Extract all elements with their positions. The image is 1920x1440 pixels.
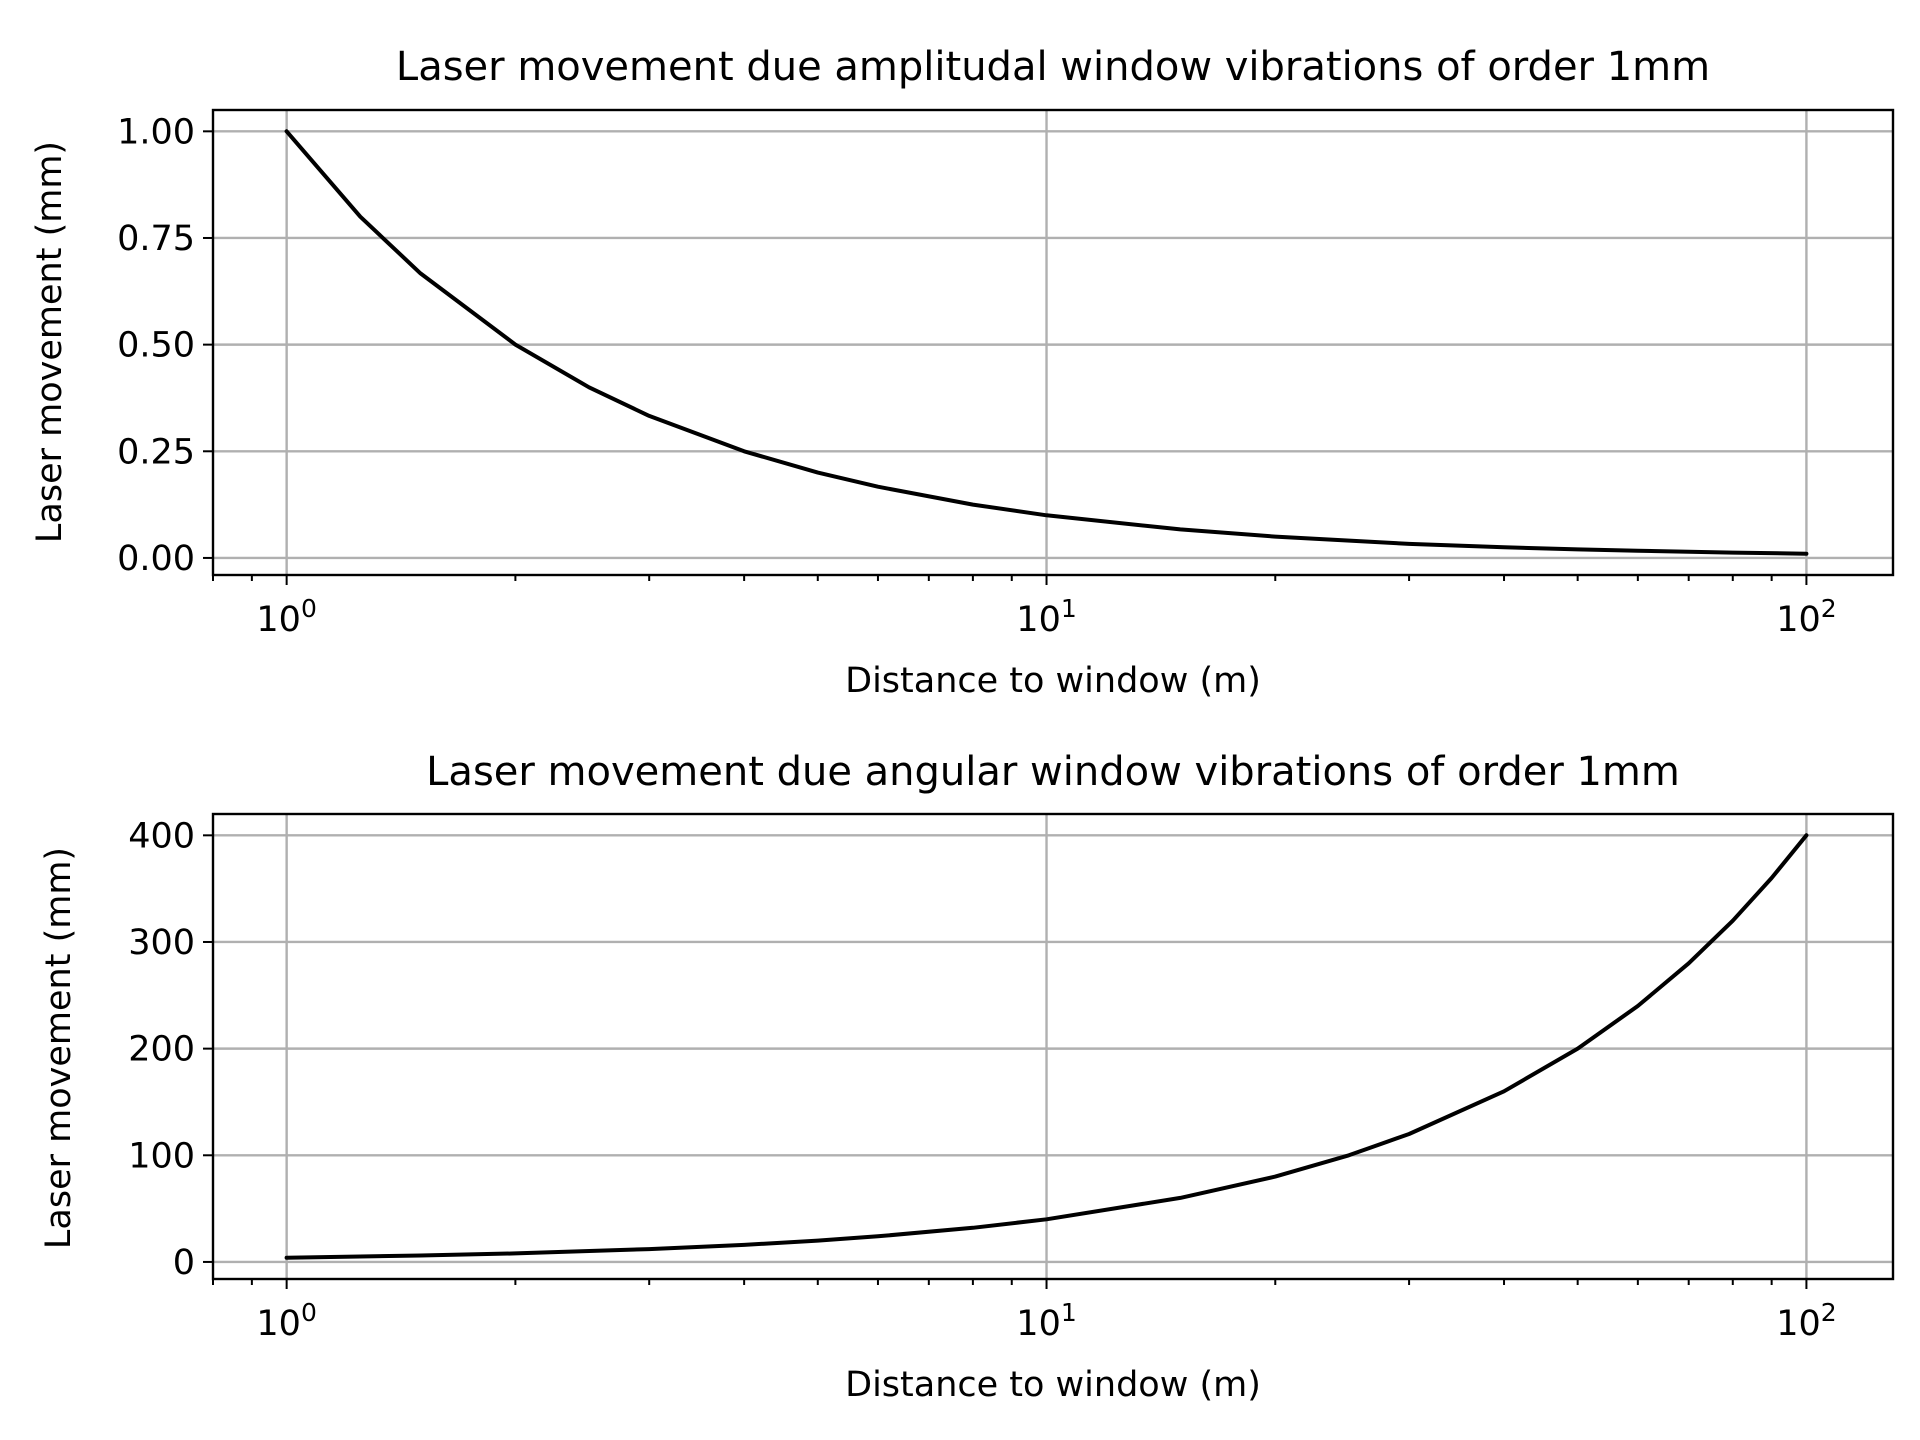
- chart-title: Laser movement due angular window vibrat…: [426, 749, 1680, 795]
- chart-amplitudal: Laser movement due amplitudal window vib…: [30, 44, 1895, 701]
- ticks: 100 101 102 0.00 0.25 0.50 0.75 1.00: [117, 112, 1837, 640]
- y-axis-label: Laser movement (mm): [39, 847, 79, 1249]
- plot-frame: [211, 108, 1895, 577]
- grid: [213, 110, 1893, 575]
- series: [284, 833, 1809, 1260]
- y-tick-label: 0.75: [117, 219, 195, 259]
- x-tick-label: 102: [1776, 1298, 1836, 1344]
- y-tick-label: 0.25: [117, 432, 195, 472]
- x-axis-label: Distance to window (m): [845, 1365, 1261, 1405]
- x-tick-label: 101: [1016, 1298, 1076, 1344]
- series-line: [284, 833, 1809, 1260]
- y-tick-label: 100: [128, 1136, 195, 1176]
- x-tick-label: 100: [256, 1298, 316, 1344]
- y-tick-label: 400: [128, 816, 195, 856]
- series: [284, 129, 1809, 556]
- y-tick-label: 300: [128, 923, 195, 963]
- chart-title: Laser movement due amplitudal window vib…: [396, 44, 1710, 90]
- grid: [213, 814, 1893, 1279]
- x-axis-label: Distance to window (m): [845, 661, 1261, 701]
- y-tick-label: 0.00: [117, 539, 195, 579]
- y-tick-label: 1.00: [117, 112, 195, 152]
- x-tick-label: 102: [1776, 594, 1836, 640]
- y-tick-label: 0: [173, 1243, 195, 1283]
- y-axis-label: Laser movement (mm): [30, 141, 70, 543]
- y-tick-label: 200: [128, 1030, 195, 1070]
- plot-frame: [211, 812, 1895, 1281]
- ticks: 100 101 102 0 100 200 300 400: [128, 816, 1836, 1344]
- x-tick-label: 101: [1016, 594, 1076, 640]
- y-tick-label: 0.50: [117, 326, 195, 366]
- chart-angular: Laser movement due angular window vibrat…: [39, 749, 1895, 1405]
- series-line: [284, 129, 1809, 556]
- x-tick-label: 100: [256, 594, 316, 640]
